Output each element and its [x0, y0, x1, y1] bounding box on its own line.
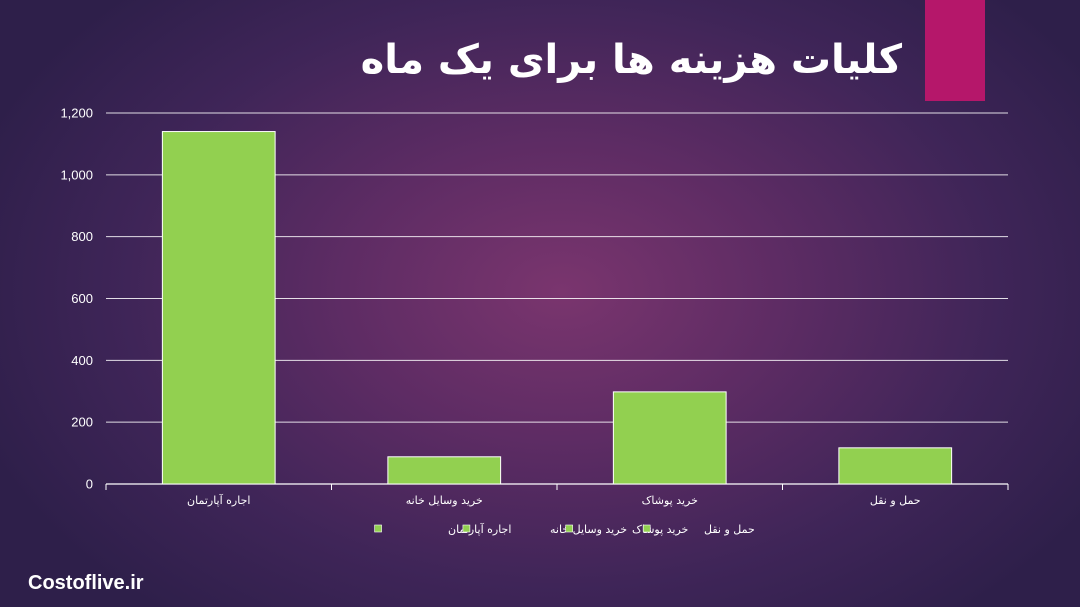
- legend-swatch: [642, 524, 651, 533]
- page-title: کلیات هزینه ها برای یک ماه: [360, 37, 902, 83]
- y-tick-label: 1,000: [60, 167, 93, 182]
- x-tick-label: خرید پوشاک: [642, 494, 698, 507]
- y-tick-label: 200: [71, 415, 93, 430]
- y-tick-label: 600: [71, 291, 93, 306]
- x-tick-label: اجاره آپارتمان: [187, 493, 250, 507]
- bar: [387, 456, 502, 485]
- bar: [838, 447, 953, 485]
- legend-swatch: [565, 524, 573, 533]
- x-tick-label: خرید وسایل خانه: [406, 494, 483, 507]
- legend-label: خرید وسایل خانه: [550, 523, 627, 536]
- legend-label: اجاره آپارتمان: [448, 522, 511, 536]
- legend-label: خرید پوشاک: [632, 523, 688, 536]
- legend-label: حمل و نقل: [704, 523, 755, 536]
- y-tick-label: 1,200: [60, 106, 93, 121]
- accent-block: [925, 0, 985, 101]
- bar: [612, 391, 727, 485]
- y-tick-label: 0: [86, 477, 93, 492]
- legend-swatch: [462, 524, 471, 533]
- site-watermark: Costoflive.ir: [28, 572, 144, 594]
- y-tick-label: 800: [71, 229, 93, 244]
- x-tick-label: حمل و نقل: [870, 494, 921, 507]
- legend-swatch: [374, 524, 382, 533]
- bar: [161, 131, 276, 485]
- y-tick-label: 400: [71, 353, 93, 368]
